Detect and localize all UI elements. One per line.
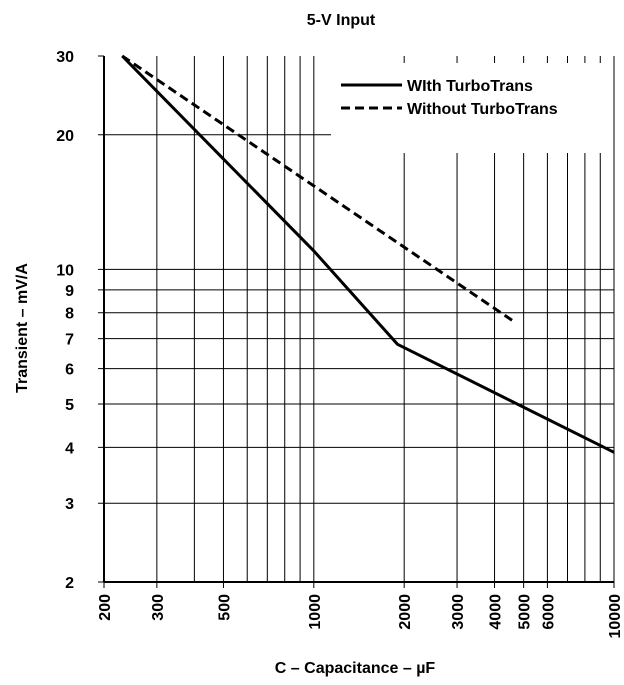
x-tick-label-1000: 1000 — [307, 594, 324, 630]
y-tick-label-4: 4 — [65, 440, 74, 457]
y-tick-label-10: 10 — [56, 262, 74, 279]
y-tick-label-2: 2 — [65, 575, 74, 592]
axes: 2 3 4 5 6 7 8 9 10 20 30 200 300 500 1000 2000 3000 4000 5… — [56, 49, 624, 639]
y-axis-label: Transient – mV/A — [14, 263, 31, 393]
x-tick-label-2000: 2000 — [397, 594, 414, 630]
x-tick-label-200: 200 — [97, 594, 114, 621]
x-tick-label-5000: 5000 — [517, 594, 534, 630]
y-tick-label-9: 9 — [65, 283, 74, 300]
y-tick-label-8: 8 — [65, 306, 74, 323]
y-tick-label-5: 5 — [65, 397, 74, 414]
x-tick-label-300: 300 — [150, 594, 167, 621]
x-axis-label: C – Capacitance – µF — [275, 660, 436, 677]
y-tick-label-6: 6 — [65, 362, 74, 379]
series-line-with-turbotrans — [121, 54, 615, 454]
x-tick-label-4000: 4000 — [488, 594, 505, 630]
x-tick-label-3000: 3000 — [450, 594, 467, 630]
legend-label-without-turbotrans: Without TurboTrans — [407, 101, 558, 118]
series-line-without-turbotrans — [121, 54, 517, 324]
y-tick-label-7: 7 — [65, 332, 74, 349]
y-tick-label-30: 30 — [56, 49, 74, 66]
x-tick-label-500: 500 — [217, 594, 234, 621]
legend-label-with-turbotrans: WIth TurboTrans — [407, 78, 533, 95]
chart-title: 5-V Input — [307, 12, 376, 29]
series-layer — [121, 54, 615, 454]
legend-box — [331, 63, 615, 153]
x-tick-label-6000: 6000 — [540, 594, 557, 630]
legend: WIth TurboTrans Without TurboTrans — [341, 78, 558, 118]
x-tick-label-10000: 10000 — [607, 594, 624, 639]
y-tick-label-20: 20 — [56, 128, 74, 145]
y-tick-label-3: 3 — [65, 496, 74, 513]
